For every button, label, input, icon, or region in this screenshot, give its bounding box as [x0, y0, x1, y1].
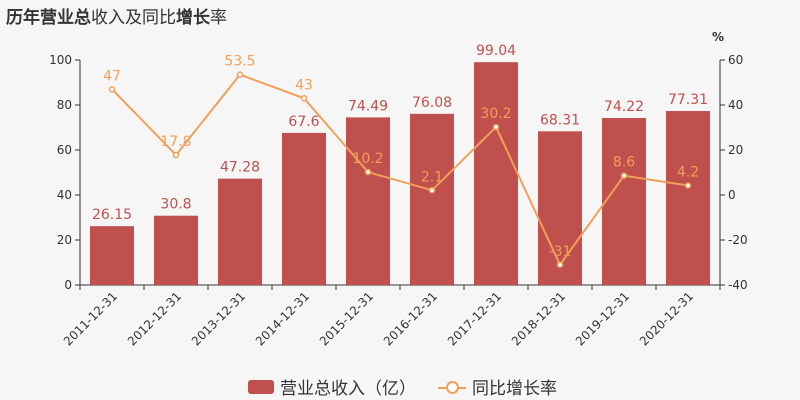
growth-value-label: 47: [103, 68, 121, 84]
title-part: 率: [210, 8, 227, 28]
growth-point: [620, 172, 628, 179]
bar-revenue: [538, 131, 582, 285]
y-right-tick-label: 60: [728, 53, 743, 67]
legend-label-growth: 同比增长率: [472, 379, 557, 399]
growth-point: [428, 187, 436, 194]
x-tick-label: 2017-12-31: [445, 289, 504, 348]
bar-revenue: [666, 111, 710, 286]
x-tick-label: 2016-12-31: [381, 289, 440, 348]
growth-point: [108, 86, 116, 93]
title-part: 历年: [6, 8, 40, 28]
growth-value-label: 10.2: [352, 151, 383, 167]
legend-item-growth[interactable]: 同比增长率: [438, 374, 557, 399]
title-part: 营业总: [40, 8, 91, 28]
legend-line-swatch: [438, 380, 466, 394]
growth-value-label: 30.2: [480, 106, 511, 122]
y-right-tick-label: -20: [728, 233, 748, 247]
legend-bar-swatch: [248, 379, 274, 394]
growth-value-label: 8.6: [613, 155, 635, 171]
growth-point: [684, 182, 692, 189]
y-left-tick-label: 20: [57, 233, 72, 247]
bar-value-label: 74.49: [348, 98, 388, 114]
legend-label-revenue: 营业总收入（亿）: [280, 379, 416, 399]
bar-revenue: [474, 62, 518, 285]
bar-revenue: [90, 226, 134, 285]
x-tick-label: 2013-12-31: [189, 289, 248, 348]
y-right-unit: %: [712, 30, 724, 44]
bar-revenue: [154, 215, 198, 285]
y-left-tick-label: 0: [64, 278, 72, 292]
bar-value-label: 76.08: [412, 95, 452, 111]
growth-point: [236, 71, 244, 78]
growth-line: [111, 73, 689, 267]
y-right-tick-label: 0: [728, 188, 736, 202]
x-tick-label: 2015-12-31: [317, 289, 376, 348]
bar-value-label: 74.22: [604, 99, 644, 115]
y-left-tick-label: 40: [57, 188, 72, 202]
chart-title: 历年营业总收入及同比增长率: [6, 3, 227, 28]
x-tick-label: 2018-12-31: [509, 289, 568, 348]
growth-value-label: 4.2: [677, 165, 699, 181]
bar-revenue: [218, 178, 262, 285]
y-right-tick-label: 20: [728, 143, 743, 157]
growth-value-label: -31: [549, 244, 572, 260]
growth-point: [556, 261, 564, 268]
y-left-tick-label: 60: [57, 143, 72, 157]
growth-point: [364, 168, 372, 176]
bar-value-label: 77.31: [668, 92, 708, 108]
y-right-tick-label: 40: [728, 98, 743, 112]
x-tick-label: 2012-12-31: [125, 289, 184, 348]
bar-value-label: 99.04: [476, 43, 516, 59]
title-part: 增长: [176, 8, 210, 28]
bar-revenue: [602, 118, 646, 285]
x-tick-label: 2014-12-31: [253, 289, 312, 348]
growth-value-label: 53.5: [224, 54, 255, 70]
growth-value-label: 43: [295, 77, 313, 93]
x-tick-label: 2019-12-31: [573, 289, 632, 348]
bar-revenue: [410, 113, 454, 285]
x-tick-label: 2020-12-31: [637, 289, 696, 348]
growth-point: [172, 151, 180, 159]
growth-value-label: 17.8: [160, 134, 191, 150]
legend-item-revenue[interactable]: 营业总收入（亿）: [248, 374, 416, 399]
title-part: 收入及同比: [91, 8, 176, 28]
bar-revenue: [282, 132, 326, 285]
bar-value-label: 67.6: [288, 114, 319, 130]
legend[interactable]: 营业总收入（亿） 同比增长率: [248, 374, 579, 399]
bar-revenue: [346, 117, 390, 286]
y-right-tick-label: -40: [728, 278, 748, 292]
x-tick-label: 2011-12-31: [61, 289, 120, 348]
bar-value-label: 47.28: [220, 160, 260, 176]
bar-value-label: 30.8: [160, 197, 191, 213]
bar-value-label: 26.15: [92, 207, 132, 223]
growth-point: [300, 95, 308, 102]
y-left-tick-label: 80: [57, 98, 72, 112]
bar-value-label: 68.31: [540, 112, 580, 128]
chart-canvas: 0 20 40 60 80 100 -40 -20 0 20 40 60% 2011-12-31 2012…: [49, 30, 748, 348]
y-left-tick-label: 100: [49, 53, 72, 67]
growth-point: [492, 123, 500, 131]
growth-value-label: 2.1: [421, 169, 443, 185]
